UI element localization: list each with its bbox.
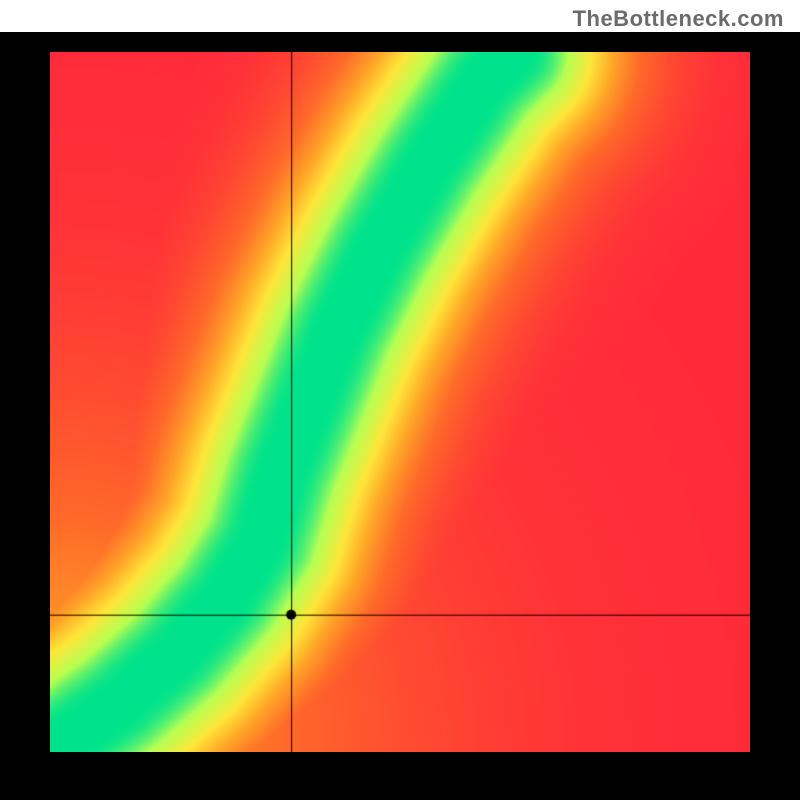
brand-label: TheBottleneck.com: [573, 6, 784, 32]
outer-black-frame: [0, 32, 800, 800]
bottleneck-heatmap: [50, 52, 750, 752]
plot-area: [50, 52, 750, 752]
